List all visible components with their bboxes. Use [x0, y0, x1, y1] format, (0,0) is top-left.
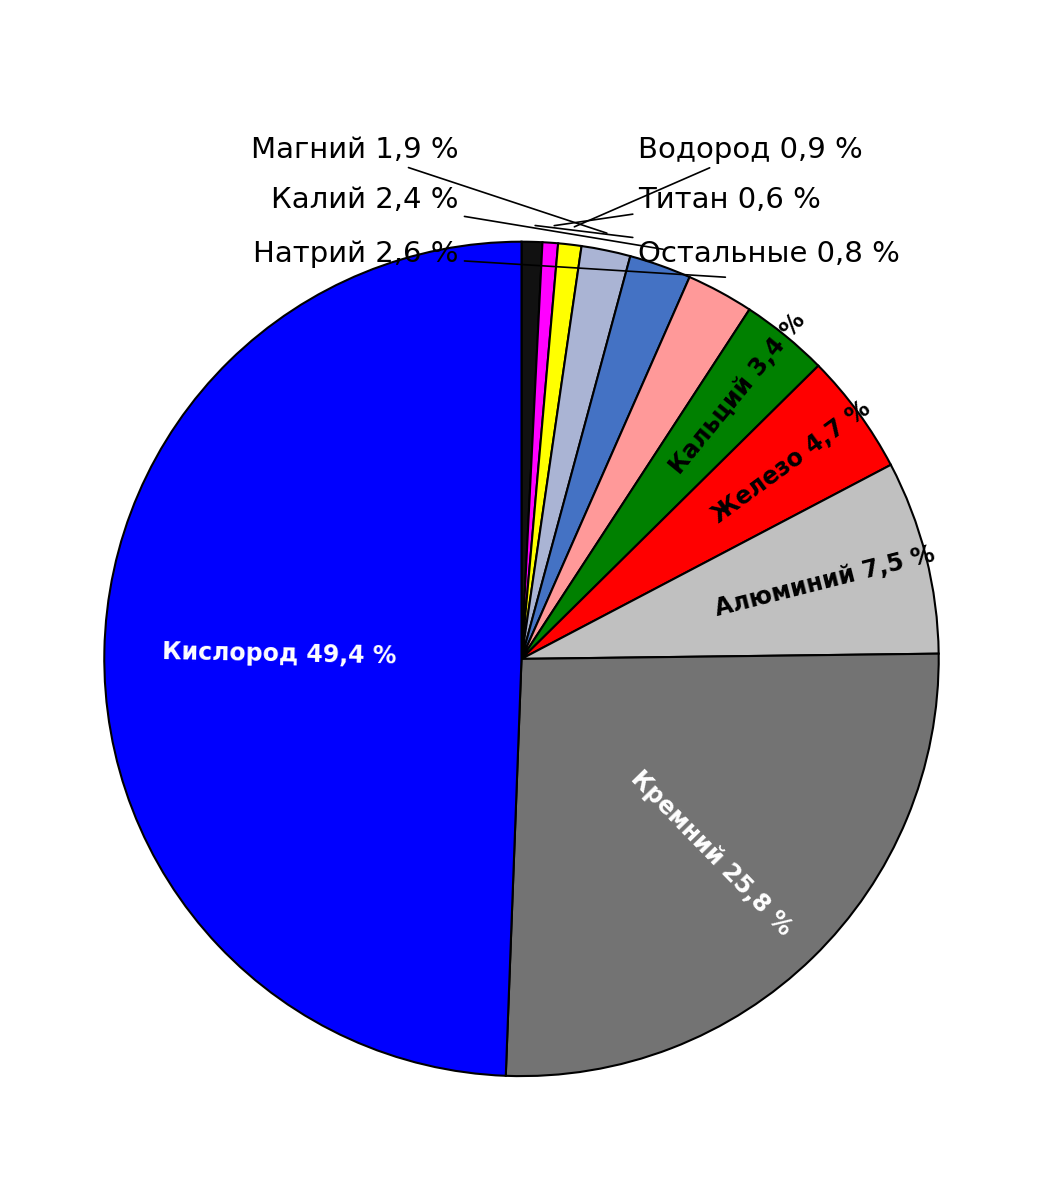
Text: Магний 1,9 %: Магний 1,9 %	[251, 135, 607, 234]
Wedge shape	[522, 465, 939, 659]
Wedge shape	[522, 277, 750, 659]
Text: Алюминий 7,5 %: Алюминий 7,5 %	[712, 543, 938, 622]
Wedge shape	[506, 654, 939, 1076]
Wedge shape	[522, 243, 582, 659]
Text: Калий 2,4 %: Калий 2,4 %	[271, 186, 663, 249]
Wedge shape	[104, 242, 522, 1076]
Text: Кальций 3,4 %: Кальций 3,4 %	[665, 309, 810, 479]
Wedge shape	[522, 256, 689, 659]
Text: Титан 0,6 %: Титан 0,6 %	[554, 186, 821, 225]
Wedge shape	[522, 246, 630, 659]
Text: Водород 0,9 %: Водород 0,9 %	[575, 135, 863, 226]
Wedge shape	[522, 365, 891, 659]
Text: Железо 4,7 %: Железо 4,7 %	[707, 397, 875, 527]
Wedge shape	[522, 309, 819, 659]
Text: Кремний 25,8 %: Кремний 25,8 %	[626, 766, 796, 940]
Text: Натрий 2,6 %: Натрий 2,6 %	[253, 241, 725, 277]
Wedge shape	[522, 242, 558, 659]
Text: Кислород 49,4 %: Кислород 49,4 %	[163, 640, 397, 668]
Wedge shape	[522, 242, 542, 659]
Text: Остальные 0,8 %: Остальные 0,8 %	[535, 225, 900, 268]
